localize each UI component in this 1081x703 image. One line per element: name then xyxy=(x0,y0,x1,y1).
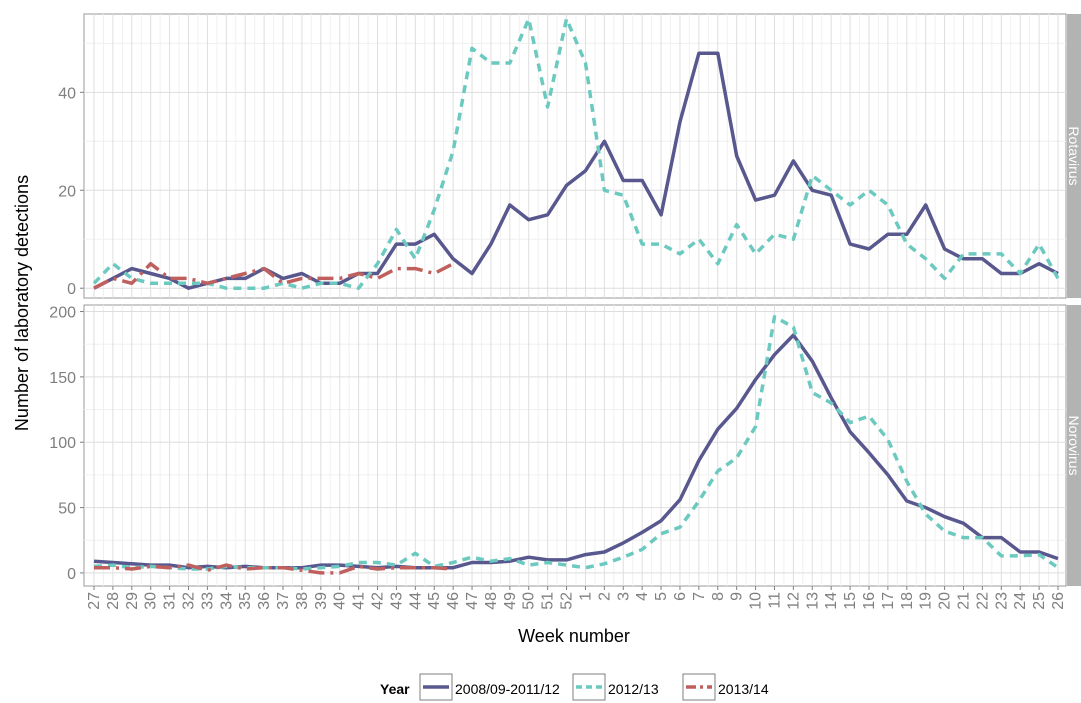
facet-strip xyxy=(1067,305,1081,586)
x-tick-label: 49 xyxy=(502,592,519,610)
legend-entry: 2013/14 xyxy=(682,673,769,701)
x-tick-label: 19 xyxy=(918,592,935,610)
x-tick-label: 48 xyxy=(483,592,500,610)
facet-strip-label: Rotavirus xyxy=(1066,126,1081,185)
y-tick-label: 150 xyxy=(49,370,76,387)
x-tick-label: 43 xyxy=(388,592,405,610)
x-tick-label: 21 xyxy=(955,592,972,610)
y-tick-label: 0 xyxy=(67,281,76,298)
x-tick-label: 14 xyxy=(823,592,840,610)
x-tick-label: 40 xyxy=(332,592,349,610)
legend-entry: 2012/13 xyxy=(572,673,659,701)
x-tick-label: 47 xyxy=(464,592,481,610)
chart-panels: 0 20 40 Rotavirus 0 50 100 150 200 Norovirus xyxy=(49,13,1081,587)
x-tick-label: 18 xyxy=(899,592,916,610)
x-tick-label: 50 xyxy=(521,592,538,610)
x-tick-label: 13 xyxy=(804,592,821,610)
x-tick-label: 15 xyxy=(842,592,859,610)
x-tick-label: 31 xyxy=(162,592,179,610)
x-tick-label: 42 xyxy=(370,592,387,610)
panel-background xyxy=(83,13,1067,299)
x-tick-label: 52 xyxy=(559,592,576,610)
x-tick-label: 28 xyxy=(105,592,122,610)
x-tick-label: 1 xyxy=(577,592,594,601)
x-tick-label: 33 xyxy=(199,592,216,610)
legend-label: 2008/09-2011/12 xyxy=(455,681,560,697)
legend: Year 2008/09-2011/12 2012/13 2013/14 xyxy=(380,673,769,701)
x-tick-label: 26 xyxy=(1050,592,1067,610)
x-tick-label: 38 xyxy=(294,592,311,610)
x-tick-label: 10 xyxy=(748,592,765,610)
x-tick-label: 7 xyxy=(691,592,708,601)
x-tick-label: 41 xyxy=(351,592,368,610)
x-tick-label: 36 xyxy=(256,592,273,610)
x-tick-label: 37 xyxy=(275,592,292,610)
x-tick-label: 34 xyxy=(218,592,235,610)
series-line-2013/14 xyxy=(94,563,454,575)
y-tick-label: 0 xyxy=(67,566,76,583)
legend-label: 2012/13 xyxy=(608,681,659,697)
x-tick-label: 8 xyxy=(710,592,727,601)
y-axis-title: Number of laboratory detections xyxy=(12,175,32,431)
facet-strip xyxy=(1067,14,1081,298)
y-tick-label: 50 xyxy=(58,501,76,518)
panel-0: 0 20 40 Rotavirus xyxy=(58,13,1081,299)
x-tick-label: 29 xyxy=(124,592,141,610)
x-tick-label: 20 xyxy=(937,592,954,610)
x-tick-label: 46 xyxy=(445,592,462,610)
y-tick-label: 100 xyxy=(49,435,76,452)
x-tick-label: 11 xyxy=(766,592,783,609)
x-tick-label: 32 xyxy=(181,592,198,610)
legend-label: 2013/14 xyxy=(718,681,769,697)
x-tick-label: 51 xyxy=(540,592,557,610)
x-tick-label: 22 xyxy=(974,592,991,610)
legend-entry: 2008/09-2011/12 xyxy=(419,673,560,701)
x-tick-label: 17 xyxy=(880,592,897,610)
x-tick-label: 27 xyxy=(86,592,103,610)
x-tick-label: 35 xyxy=(237,592,254,610)
x-tick-label: 44 xyxy=(407,592,424,610)
x-tick-label: 16 xyxy=(861,592,878,610)
x-tick-label: 9 xyxy=(729,592,746,601)
series-line-2012/13 xyxy=(92,17,1060,290)
panel-background xyxy=(83,304,1067,587)
x-tick-label: 2 xyxy=(596,592,613,601)
y-tick-label: 20 xyxy=(58,183,76,200)
x-tick-label: 25 xyxy=(1031,592,1048,610)
x-tick-label: 5 xyxy=(653,592,670,601)
x-tick-label: 39 xyxy=(313,592,330,610)
x-tick-label: 24 xyxy=(1012,592,1029,610)
y-tick-label: 200 xyxy=(49,305,76,322)
facet-strip-label: Norovirus xyxy=(1066,416,1081,476)
x-tick-label: 23 xyxy=(993,592,1010,610)
x-tick-label: 6 xyxy=(672,592,689,601)
series-line-2013/14 xyxy=(93,261,454,290)
x-tick-label: 3 xyxy=(615,592,632,601)
x-tick-label: 4 xyxy=(634,592,651,601)
legend-title: Year xyxy=(380,681,410,697)
x-tick-label: 12 xyxy=(785,592,802,610)
x-axis-title: Week number xyxy=(518,626,630,646)
x-tick-label: 30 xyxy=(143,592,160,610)
y-tick-label: 40 xyxy=(58,85,76,102)
x-tick-label: 45 xyxy=(426,592,443,610)
series-line-2008/09-2011/12 xyxy=(93,51,1059,290)
panel-1: 0 50 100 150 200 Norovirus xyxy=(49,304,1081,587)
